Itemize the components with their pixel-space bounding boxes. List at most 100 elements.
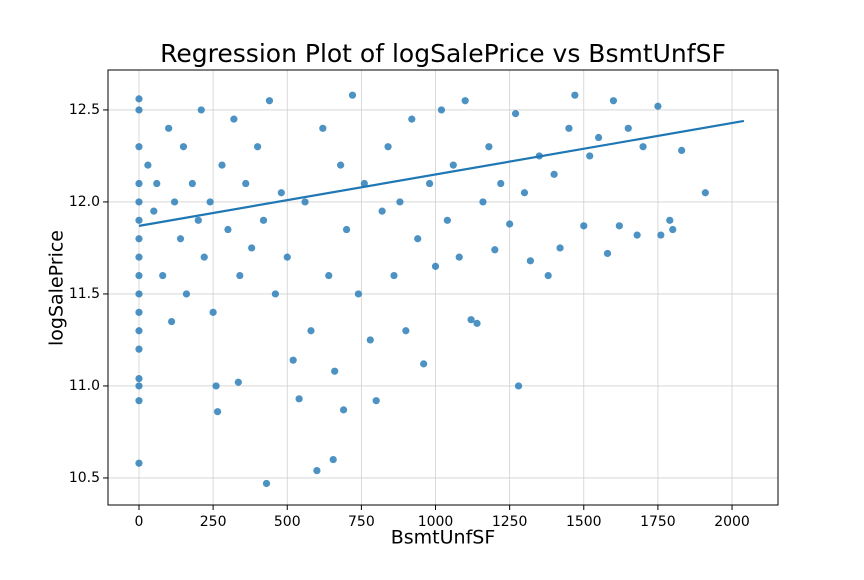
point [289,356,297,364]
point [491,246,499,254]
point [230,115,238,123]
point [213,408,222,416]
point [669,225,677,234]
point [135,397,143,405]
point [234,378,242,386]
point [295,395,303,403]
x-axis-label: BsmtUnfSF [391,527,496,549]
regression-line [138,119,745,227]
point [307,327,315,335]
point [348,91,357,99]
point [425,179,434,188]
point [188,179,196,188]
point [248,244,256,252]
point [556,244,564,252]
point [135,345,143,353]
point [325,271,333,280]
point [595,133,603,142]
x-tick-label: 250 [200,514,227,530]
point [666,216,674,224]
point [135,290,143,298]
point [550,170,558,178]
point [135,327,143,335]
point [378,207,386,215]
point [603,249,612,258]
point [135,179,143,188]
point [639,143,647,151]
point [200,253,208,261]
point [473,319,481,327]
point [455,253,463,261]
point [408,115,416,123]
point [206,198,214,206]
x-tick-label: 1000 [418,514,454,530]
point [461,97,469,105]
point [194,216,202,224]
point [135,271,143,280]
point [277,189,285,197]
point [170,198,179,206]
point [657,231,665,239]
point [135,459,143,467]
y-tick-label: 11.5 [69,286,100,302]
y-tick-label: 11.0 [69,378,100,394]
point [135,382,143,390]
point [354,290,363,298]
point [135,216,143,224]
point [135,253,143,261]
point [580,222,588,230]
point [390,271,398,280]
point [485,143,493,151]
point [236,271,244,280]
point [366,336,374,344]
plot-frame [107,69,779,506]
point [331,367,339,375]
point [337,161,345,169]
point [313,466,321,475]
point [678,146,686,155]
point [360,179,368,188]
point [511,110,520,118]
point [168,317,176,326]
point [165,124,173,132]
point [431,262,440,270]
point [135,95,143,103]
point [197,106,205,114]
point [414,235,422,243]
point [544,271,552,280]
point [506,220,514,228]
point [259,216,268,224]
x-tick-label: 1250 [492,514,528,530]
x-tick-label: 1750 [640,514,676,530]
point [467,316,475,324]
point [253,143,262,151]
point [633,231,641,239]
point [135,308,143,316]
point [135,143,143,151]
point [319,124,327,132]
point [654,102,662,110]
point [701,189,709,197]
point [615,222,623,230]
point [271,290,279,298]
y-tick-label: 12.5 [69,102,100,118]
point [520,189,529,197]
point [218,161,226,169]
x-tick-label: 500 [274,514,301,530]
point [443,216,451,224]
point [135,106,143,114]
point [339,406,348,414]
point [372,397,380,405]
point [265,97,274,105]
point [242,179,250,188]
chart-title: Regression Plot of logSalePrice vs BsmtU… [160,39,726,68]
point [402,327,410,335]
point [437,106,446,114]
point [329,455,337,464]
point [420,360,428,368]
point [624,124,632,132]
y-tick-label: 10.5 [69,470,100,486]
point [609,97,618,105]
point [179,143,188,151]
